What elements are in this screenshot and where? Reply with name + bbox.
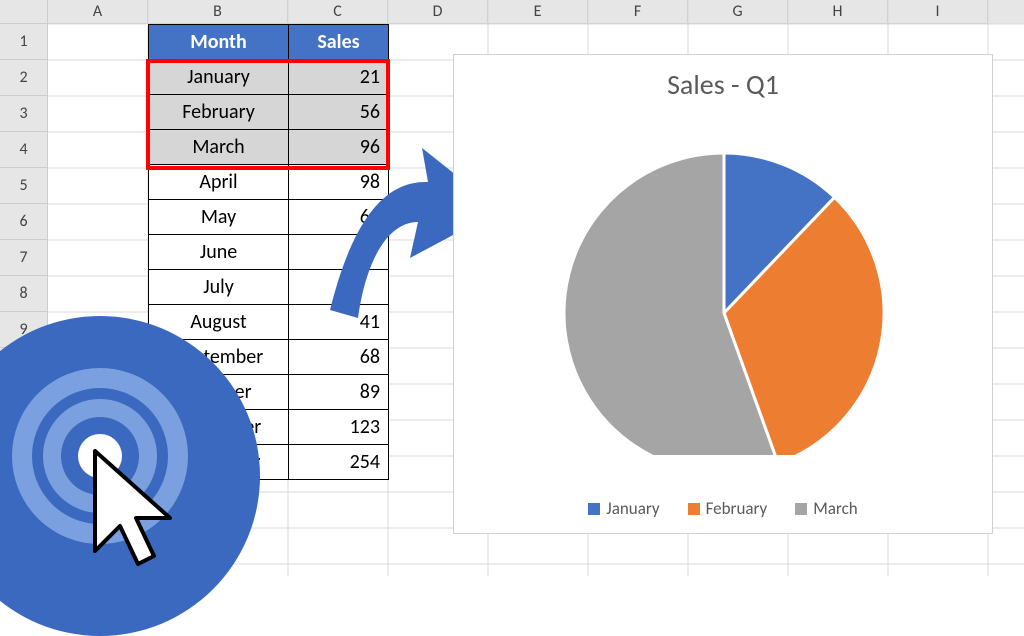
- legend-swatch: [795, 503, 807, 515]
- legend-label: February: [706, 498, 768, 519]
- legend-swatch: [588, 503, 600, 515]
- row-header-5[interactable]: 5: [0, 168, 48, 204]
- row-header-2[interactable]: 2: [0, 60, 48, 96]
- cell-sales[interactable]: 21: [289, 60, 389, 95]
- cell-sales[interactable]: 254: [289, 445, 389, 480]
- row-header-6[interactable]: 6: [0, 204, 48, 240]
- legend-swatch: [688, 503, 700, 515]
- row-header-7[interactable]: 7: [0, 240, 48, 276]
- legend-item[interactable]: March: [795, 498, 857, 519]
- row-header-3[interactable]: 3: [0, 96, 48, 132]
- cell-month[interactable]: May: [149, 200, 289, 235]
- legend-item[interactable]: February: [688, 498, 768, 519]
- cell-sales[interactable]: 89: [289, 375, 389, 410]
- header-month[interactable]: Month: [149, 25, 289, 60]
- row-header-4[interactable]: 4: [0, 132, 48, 168]
- pie-chart[interactable]: Sales - Q1 JanuaryFebruaryMarch: [453, 54, 993, 534]
- legend-label: January: [606, 498, 659, 519]
- cell-month[interactable]: July: [149, 270, 289, 305]
- cell-month[interactable]: February: [149, 95, 289, 130]
- legend-label: March: [813, 498, 857, 519]
- row-header-8[interactable]: 8: [0, 276, 48, 312]
- header-sales[interactable]: Sales: [289, 25, 389, 60]
- cursor-badge-icon: [0, 316, 260, 636]
- cell-month[interactable]: January: [149, 60, 289, 95]
- cell-sales[interactable]: 123: [289, 410, 389, 445]
- cell-month[interactable]: April: [149, 165, 289, 200]
- cell-month[interactable]: March: [149, 130, 289, 165]
- cell-month[interactable]: June: [149, 235, 289, 270]
- chart-legend: January February March: [454, 498, 992, 519]
- cell-sales[interactable]: 68: [289, 340, 389, 375]
- table-row[interactable]: January21: [149, 60, 389, 95]
- pie-svg: [454, 55, 994, 455]
- legend-item[interactable]: January: [588, 498, 659, 519]
- row-header-1[interactable]: 1: [0, 24, 48, 60]
